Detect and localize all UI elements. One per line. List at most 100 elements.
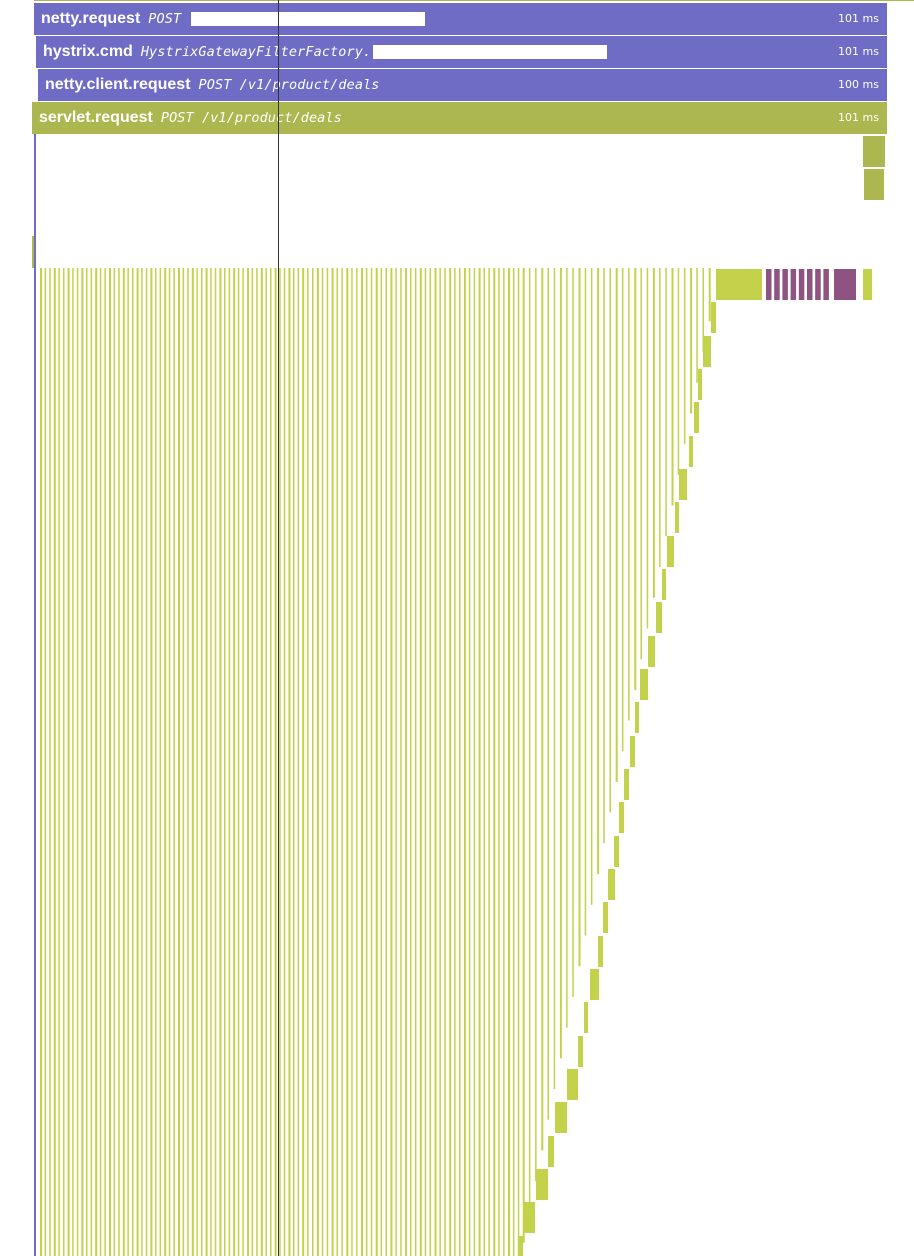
child-span-sliver[interactable] (449, 268, 452, 1256)
child-span-step[interactable] (624, 769, 629, 800)
child-span-sliver[interactable] (150, 268, 153, 1256)
span-netty-request[interactable]: netty.request POST 101 ms (34, 3, 887, 35)
child-span-sliver[interactable] (473, 268, 476, 1256)
child-span-step[interactable] (711, 302, 716, 333)
child-span-step[interactable] (679, 469, 687, 500)
child-span-sliver[interactable] (559, 268, 562, 1059)
db-span-block[interactable] (823, 269, 829, 300)
child-span-sliver[interactable] (159, 268, 162, 1256)
child-span-sliver[interactable] (256, 268, 258, 1256)
child-span-sliver[interactable] (247, 268, 249, 1256)
child-span-sliver[interactable] (95, 268, 98, 1256)
child-span-sliver[interactable] (283, 268, 286, 1256)
child-span-sliver[interactable] (90, 268, 93, 1256)
child-span-sliver[interactable] (279, 268, 281, 1256)
child-span-step[interactable] (694, 402, 699, 433)
child-span-sliver[interactable] (302, 268, 305, 1256)
child-span-sliver[interactable] (155, 268, 157, 1256)
child-span-sliver[interactable] (40, 268, 42, 1256)
child-span-sliver[interactable] (522, 268, 525, 1243)
child-span-sliver[interactable] (463, 268, 466, 1256)
child-span-sliver[interactable] (659, 268, 661, 567)
child-span-sliver[interactable] (99, 268, 102, 1256)
child-span-sliver[interactable] (535, 268, 537, 1182)
child-span-sliver[interactable] (265, 268, 267, 1256)
child-span-step[interactable] (584, 1002, 588, 1033)
child-span-sliver[interactable] (483, 268, 486, 1256)
child-span-sliver[interactable] (405, 268, 408, 1256)
child-span-sliver[interactable] (109, 268, 111, 1256)
child-span-sliver[interactable] (503, 268, 505, 1256)
child-span-sliver[interactable] (86, 268, 88, 1256)
child-span-sliver[interactable] (652, 268, 655, 598)
child-span-sliver[interactable] (191, 268, 194, 1256)
child-span-sliver[interactable] (182, 268, 185, 1256)
child-span-step[interactable] (640, 669, 648, 700)
child-span-sliver[interactable] (356, 268, 358, 1256)
child-span-sliver[interactable] (547, 268, 550, 1120)
child-span-sliver[interactable] (118, 268, 120, 1256)
span-servlet-request[interactable]: servlet.request POST /v1/product/deals 1… (32, 102, 887, 134)
root-span-edge[interactable] (34, 134, 36, 1256)
db-span-block[interactable] (774, 269, 780, 300)
child-span-sliver[interactable] (44, 268, 47, 1256)
child-span-sliver[interactable] (621, 268, 624, 752)
child-span-step[interactable] (536, 1169, 548, 1200)
child-span-sliver[interactable] (702, 268, 705, 353)
child-span-block[interactable] (863, 269, 872, 300)
child-span-sliver[interactable] (370, 268, 373, 1256)
child-span-step[interactable] (590, 969, 599, 1000)
child-span-sliver[interactable] (53, 268, 56, 1256)
child-span-sliver[interactable] (468, 268, 471, 1256)
child-span-sliver[interactable] (488, 268, 490, 1256)
child-span-sliver[interactable] (321, 268, 324, 1256)
child-span-step[interactable] (703, 336, 711, 367)
child-span-sliver[interactable] (400, 268, 402, 1256)
child-span-sliver[interactable] (365, 268, 368, 1256)
child-span-sliver[interactable] (609, 268, 612, 813)
child-span-sliver[interactable] (683, 268, 686, 445)
child-span-sliver[interactable] (478, 268, 481, 1256)
child-span-sliver[interactable] (293, 268, 295, 1256)
child-span-sliver[interactable] (164, 268, 167, 1256)
child-span-sliver[interactable] (242, 268, 244, 1256)
child-span-sliver[interactable] (214, 268, 217, 1256)
child-span-sliver[interactable] (459, 268, 461, 1256)
child-span-sliver[interactable] (237, 268, 240, 1256)
child-span-sliver[interactable] (708, 268, 711, 322)
child-span-sliver[interactable] (410, 268, 412, 1256)
child-span-step[interactable] (662, 569, 666, 600)
child-span-sliver[interactable] (58, 268, 60, 1256)
child-span-sliver[interactable] (270, 268, 272, 1256)
child-span-sliver[interactable] (196, 268, 198, 1256)
child-span-sliver[interactable] (615, 268, 618, 782)
child-span-sliver[interactable] (288, 268, 291, 1256)
child-span-step[interactable] (675, 502, 679, 533)
child-span-sliver[interactable] (434, 268, 437, 1256)
child-span-step[interactable] (523, 1202, 535, 1233)
child-span-sliver[interactable] (67, 268, 70, 1256)
child-span-sliver[interactable] (233, 268, 236, 1256)
child-span-sliver[interactable] (341, 268, 343, 1256)
child-span-sliver[interactable] (665, 268, 667, 537)
child-span-sliver[interactable] (493, 268, 496, 1256)
child-span-sliver[interactable] (603, 268, 605, 844)
child-span-sliver[interactable] (76, 268, 79, 1256)
child-span-sliver[interactable] (219, 268, 222, 1256)
child-span-block[interactable] (716, 269, 762, 300)
child-span-step[interactable] (567, 1069, 578, 1100)
child-span-step[interactable] (608, 869, 615, 900)
child-span-sliver[interactable] (312, 268, 314, 1256)
child-span-sliver[interactable] (346, 268, 349, 1256)
child-span-sliver[interactable] (187, 268, 189, 1256)
child-span-sliver[interactable] (336, 268, 339, 1256)
child-span-step[interactable] (603, 902, 608, 933)
child-span-sliver[interactable] (429, 268, 432, 1256)
child-span-sliver[interactable] (454, 268, 456, 1256)
span-netty-client-request[interactable]: netty.client.request POST /v1/product/de… (38, 69, 887, 101)
child-span-sliver[interactable] (690, 268, 693, 414)
child-span-step[interactable] (619, 802, 624, 833)
child-span-sliver[interactable] (541, 268, 544, 1151)
child-span-sliver[interactable] (63, 268, 65, 1256)
child-span-sliver[interactable] (385, 268, 388, 1256)
